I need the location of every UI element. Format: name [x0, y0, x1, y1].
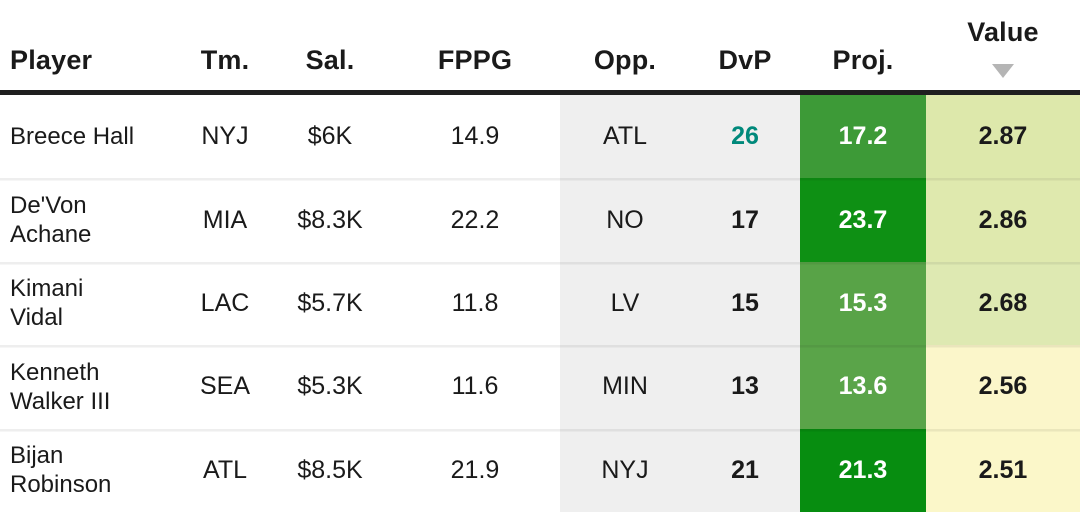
projection-cell: 15.3	[800, 261, 926, 346]
dvp-cell: 26	[690, 95, 800, 179]
dvp-cell: 17	[690, 178, 800, 262]
team-cell: SEA	[180, 345, 270, 428]
column-header-player[interactable]: Player	[10, 45, 93, 75]
column-header-proj[interactable]: Proj.	[832, 45, 894, 75]
player-name-cell: Kimani Vidal	[0, 262, 180, 345]
salary-cell: $6K	[307, 122, 353, 151]
opponent-cell: ATL	[560, 95, 690, 179]
value-cell: 2.51	[926, 428, 1080, 512]
fppg-cell: 11.8	[390, 262, 560, 345]
table-row: Kimani Vidal LAC $5.7K 11.8 LV 15 15.3 2…	[0, 261, 1080, 346]
opponent-cell: NYJ	[560, 428, 690, 512]
value-cell: 2.86	[926, 178, 1080, 262]
player-name: Bijan Robinson	[10, 441, 112, 499]
opponent-cell: MIN	[560, 345, 690, 429]
team-cell: NYJ	[201, 122, 249, 151]
table-row: Bijan Robinson ATL $8.5K 21.9 NYJ 21 21.…	[0, 428, 1080, 512]
player-name-cell: Breece Hall	[0, 95, 180, 178]
player-name: Kimani Vidal	[10, 275, 84, 332]
value-cell: 2.68	[926, 261, 1080, 346]
column-header-value[interactable]: Value	[926, 0, 1080, 90]
salary-cell: $5.3K	[270, 345, 390, 428]
projection-cell: 17.2	[800, 95, 926, 179]
projection-cell: 23.7	[800, 178, 926, 262]
dvp-cell: 13	[690, 345, 800, 429]
fppg-cell: 11.6	[390, 345, 560, 428]
opponent-cell: LV	[560, 261, 690, 346]
player-name-cell: Kenneth Walker III	[0, 345, 180, 428]
table-row: De'Von Achane MIA $8.3K 22.2 NO 17 23.7 …	[0, 178, 1080, 262]
player-name: Breece Hall	[10, 123, 135, 151]
dvp-cell: 21	[690, 428, 800, 512]
opponent-cell: NO	[560, 178, 690, 262]
table-header-row: Player Tm. Sal. FPPG Opp. DvP Proj. Valu…	[0, 0, 1080, 95]
team-cell: ATL	[180, 429, 270, 512]
dvp-cell: 15	[690, 261, 800, 346]
salary-cell: $8.3K	[270, 178, 390, 261]
salary-cell: $8.5K	[270, 429, 390, 512]
player-name: Kenneth Walker III	[10, 358, 111, 415]
salary-cell: $5.7K	[270, 262, 390, 345]
team-cell: LAC	[180, 262, 270, 345]
column-header-value-label: Value	[967, 17, 1039, 47]
projection-cell: 13.6	[800, 345, 926, 429]
fppg-cell: 21.9	[390, 429, 560, 512]
column-header-team[interactable]: Tm.	[200, 45, 250, 75]
value-cell: 2.56	[926, 345, 1080, 429]
value-cell: 2.87	[926, 95, 1080, 179]
player-name: De'Von Achane	[10, 191, 92, 249]
table-row: Kenneth Walker III SEA $5.3K 11.6 MIN 13…	[0, 345, 1080, 429]
column-header-salary[interactable]: Sal.	[305, 45, 355, 75]
column-header-fppg[interactable]: FPPG	[437, 45, 513, 75]
player-name-cell: De'Von Achane	[0, 178, 180, 261]
column-header-dvp[interactable]: DvP	[718, 45, 772, 75]
fppg-cell: 14.9	[450, 122, 500, 151]
table-row: Breece Hall NYJ $6K 14.9 ATL 26 17.2 2.8…	[0, 95, 1080, 179]
fppg-cell: 22.2	[390, 178, 560, 261]
player-name-cell: Bijan Robinson	[0, 429, 180, 512]
column-header-opponent[interactable]: Opp.	[593, 45, 657, 75]
projection-cell: 21.3	[800, 428, 926, 512]
team-cell: MIA	[180, 178, 270, 261]
sort-descending-triangle-icon	[992, 64, 1014, 78]
